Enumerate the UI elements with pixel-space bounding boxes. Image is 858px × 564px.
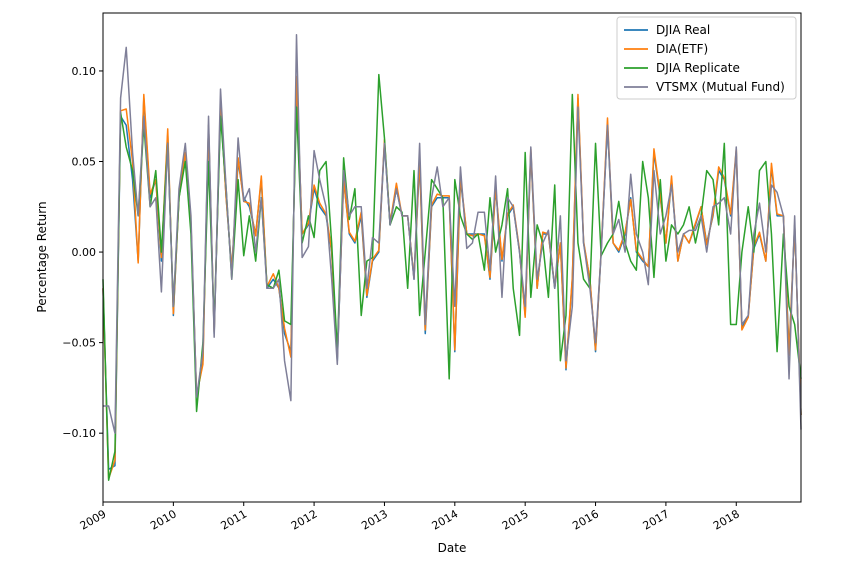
x-tick-label: 2018 (711, 507, 742, 532)
series-line-4 (103, 33, 802, 434)
legend-label: DJIA Replicate (656, 61, 740, 75)
x-tick-label: 2010 (148, 507, 179, 532)
y-tick-label: −0.10 (62, 427, 96, 440)
y-axis: −0.10 −0.05 0.00 0.05 0.10 (62, 65, 103, 440)
x-tick-label: 2016 (570, 507, 601, 532)
x-axis: 2009 2010 2011 2012 2013 2014 2015 2016 2017 2018 (78, 502, 742, 533)
x-tick-label: 2017 (641, 507, 672, 532)
legend-label: DJIA Real (656, 23, 710, 37)
y-tick-label: 0.10 (72, 65, 97, 78)
x-tick-label: 2011 (218, 507, 249, 532)
y-axis-label: Percentage Return (35, 201, 49, 312)
x-tick-label: 2014 (430, 507, 461, 532)
legend-label: VTSMX (Mutual Fund) (656, 80, 785, 94)
legend-label: DIA(ETF) (656, 42, 708, 56)
series-layer (102, 33, 802, 482)
x-tick-label: 2015 (500, 507, 531, 532)
x-axis-label: Date (438, 541, 467, 555)
x-tick-label: 2012 (289, 507, 320, 532)
legend: DJIA Real DIA(ETF) DJIA Replicate VTSMX (Mu… (616, 16, 797, 100)
y-tick-label: 0.00 (72, 246, 97, 259)
y-tick-label: 0.05 (72, 156, 97, 169)
plot-frame (102, 12, 802, 503)
x-tick-label: 2013 (359, 507, 390, 532)
y-tick-label: −0.05 (62, 337, 96, 350)
legend-box (616, 16, 797, 100)
x-tick-label: 2009 (78, 507, 109, 532)
